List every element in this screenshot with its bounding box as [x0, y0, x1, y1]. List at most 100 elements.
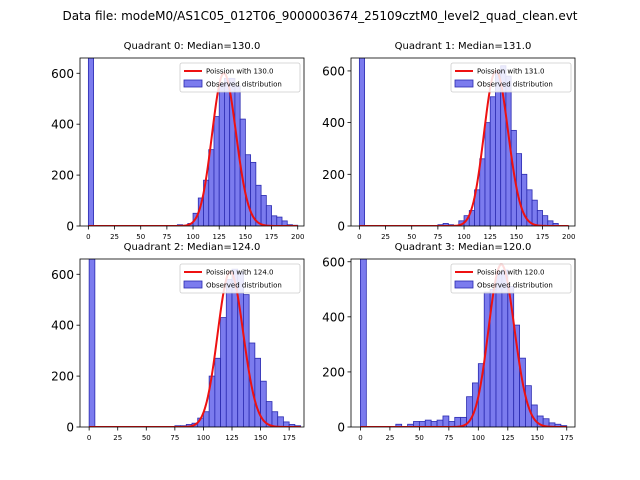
quadrant-2-panel: Quadrant 2: Median=124.0 0 25 50 75 100 125 150… [51, 242, 305, 442]
x-tick-label: 100 [457, 233, 470, 241]
quadrant-3-legend: Poission with 120.0 Observed distribution [450, 263, 572, 294]
x-tick-label: 175 [560, 434, 573, 442]
histogram-bar [552, 223, 559, 226]
y-tick-label: 600 [322, 255, 345, 269]
x-tick-label: 150 [239, 233, 252, 241]
quadrant-1-panel: Quadrant 1: Median=131.0 0 25 50 75 100 125 150… [322, 41, 575, 241]
quadrant-0-title: Quadrant 0: Median=130.0 [124, 41, 261, 52]
histogram-bar [542, 215, 549, 226]
x-tick-label: 175 [265, 233, 278, 241]
x-tick-label: 0 [87, 434, 91, 442]
y-tick-label: 400 [51, 319, 74, 333]
quadrant-3-title: Quadrant 3: Median=120.0 [395, 242, 532, 253]
x-tick-label: 150 [510, 233, 523, 241]
poisson-curve-line [360, 263, 567, 427]
x-tick-label: 100 [186, 233, 199, 241]
histogram-bar [218, 83, 225, 226]
x-tick-label: 125 [213, 233, 226, 241]
legend-bar-swatch [183, 79, 203, 88]
y-tick-label: 200 [51, 370, 74, 384]
histogram-bar [495, 70, 502, 226]
histogram-bar [203, 411, 210, 427]
y-tick-label: 600 [51, 67, 74, 81]
x-tick-label: 75 [170, 434, 179, 442]
figure-suptitle: Data file: modeM0/AS1C05_012T06_90000036… [62, 9, 577, 23]
histogram-bar [442, 415, 450, 427]
legend-box [179, 263, 301, 294]
x-tick-label: 175 [282, 434, 295, 442]
x-tick-label: 0 [358, 434, 362, 442]
quadrant-0-axes-frame [79, 57, 305, 227]
x-tick-label: 50 [407, 233, 416, 241]
x-tick-label: 100 [472, 434, 485, 442]
quadrant-0-panel: Quadrant 0: Median=130.0 0 25 50 75 100 125 150… [51, 41, 304, 241]
legend-box [450, 263, 572, 294]
y-tick-label: 400 [51, 118, 74, 132]
histogram-bar [271, 215, 278, 226]
poisson-curve-line [88, 72, 298, 226]
histogram-bar [276, 216, 283, 226]
x-tick-label: 25 [381, 233, 390, 241]
legend-observed-label: Observed distribution [206, 282, 282, 290]
histogram-bar [479, 158, 486, 226]
histogram-bar [395, 423, 403, 427]
x-tick-label: 150 [531, 434, 544, 442]
x-tick-label: 100 [197, 434, 210, 442]
legend-box [179, 62, 301, 93]
x-tick-label: 50 [142, 434, 151, 442]
histogram-bar [213, 116, 220, 226]
legend-observed-label: Observed distribution [206, 81, 282, 89]
poisson-curve-line [359, 69, 569, 226]
histogram-bar [224, 77, 231, 226]
y-tick-label: 600 [322, 64, 345, 78]
quadrant-2-legend: Poission with 124.0 Observed distribution [179, 263, 301, 294]
x-tick-label: 75 [444, 434, 453, 442]
x-tick-label: 150 [254, 434, 267, 442]
legend-observed-label: Observed distribution [477, 81, 553, 89]
histogram-bar [489, 96, 496, 226]
quadrant-2-title: Quadrant 2: Median=124.0 [124, 242, 261, 253]
histogram-bar [271, 411, 279, 427]
histogram-bar [244, 154, 252, 226]
legend-bar-swatch [183, 280, 203, 289]
x-tick-label: 125 [225, 434, 238, 442]
x-tick-label: 125 [484, 233, 497, 241]
x-tick-label: 75 [433, 233, 442, 241]
histogram-bar [501, 269, 509, 427]
quadrant-3-panel: Quadrant 3: Median=120.0 0 25 50 75 100 125 150… [322, 242, 576, 442]
histogram-bar [436, 419, 444, 427]
y-tick-label: 400 [322, 310, 345, 324]
legend-bar-swatch [454, 79, 474, 88]
y-tick-label: 0 [337, 220, 345, 234]
histogram-bar [220, 317, 227, 427]
x-tick-label: 200 [562, 233, 575, 241]
quadrant-3-plot-area [360, 259, 568, 427]
quadrant-2-axes-frame [79, 258, 305, 428]
x-tick-label: 175 [536, 233, 549, 241]
histogram-bar [484, 122, 491, 226]
y-tick-label: 0 [66, 220, 74, 234]
histogram-bar [225, 278, 233, 427]
x-tick-label: 25 [385, 434, 394, 442]
histogram-bar [531, 199, 538, 226]
legend-observed-label: Observed distribution [477, 282, 553, 290]
x-tick-label: 50 [136, 233, 145, 241]
histogram-bar [88, 259, 96, 427]
x-tick-label: 0 [357, 233, 361, 241]
histogram-bar [254, 357, 261, 427]
histogram-bar [495, 272, 503, 427]
x-tick-label: 50 [415, 434, 424, 442]
histogram-bar [360, 259, 367, 427]
histogram-bar [424, 419, 432, 427]
y-tick-label: 200 [51, 169, 74, 183]
quadrant-1-title: Quadrant 1: Median=131.0 [395, 41, 532, 52]
quadrant-0-legend: Poission with 130.0 Observed distribution [179, 62, 301, 93]
y-tick-label: 200 [322, 365, 345, 379]
legend-poisson-label: Poission with 130.0 [206, 68, 274, 76]
x-tick-label: 0 [86, 233, 90, 241]
poisson-curve-line [89, 270, 301, 427]
histogram-bar [536, 210, 543, 226]
histogram-bar [87, 58, 95, 226]
histogram-bar [214, 357, 221, 427]
